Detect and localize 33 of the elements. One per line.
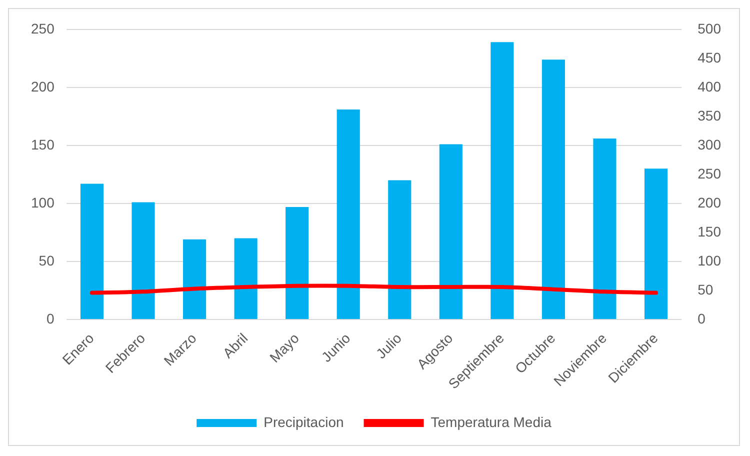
y2-tick-label: 450: [698, 49, 722, 66]
y2-tick-label: 50: [698, 281, 714, 298]
bar: [234, 238, 258, 319]
y-tick-label: 200: [31, 78, 55, 94]
bar: [490, 42, 514, 319]
bar: [542, 60, 565, 319]
y2-tick-label: 100: [698, 252, 722, 268]
y-tick-label: 100: [31, 194, 55, 210]
bar: [132, 202, 155, 319]
x-tick-label: Julio: [372, 330, 405, 362]
bar: [80, 184, 104, 319]
line-series: [90, 284, 658, 295]
bar: [593, 138, 616, 319]
bar: [286, 206, 309, 319]
y2-tick-label: 500: [698, 20, 722, 36]
y-tick-label: 0: [46, 310, 55, 326]
bar: [183, 239, 206, 319]
y2-tick-label: 350: [698, 107, 722, 124]
y2-tick-label: 250: [698, 165, 722, 182]
bar: [439, 144, 462, 319]
y-tick-label: 150: [31, 136, 55, 152]
y2-tick-label: 150: [698, 223, 722, 240]
y-tick-label: 250: [31, 20, 55, 36]
bar: [644, 168, 668, 319]
legend-label: Temperatura Media: [430, 414, 552, 430]
y2-tick-label: 300: [698, 136, 722, 152]
legend-label: Precipitacion: [264, 414, 344, 430]
y2-tick-label: 400: [698, 78, 722, 94]
y2-tick-label: 0: [698, 310, 706, 326]
y2-tick-label: 200: [698, 194, 722, 210]
bar: [388, 180, 412, 319]
y-tick-label: 50: [38, 252, 55, 268]
bar: [336, 109, 360, 319]
